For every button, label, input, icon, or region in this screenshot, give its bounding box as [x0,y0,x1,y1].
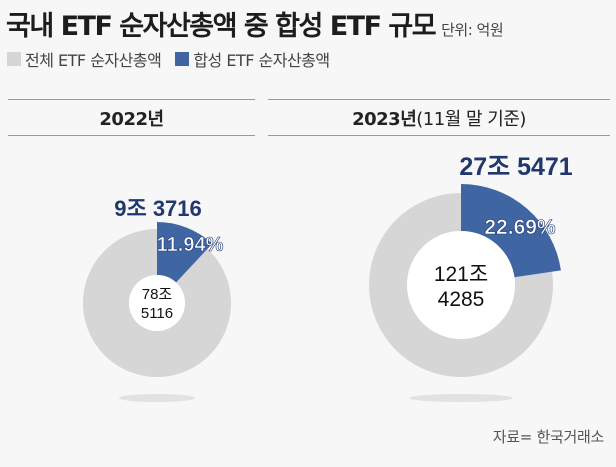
donut-hole [407,231,515,339]
legend-label-synthetic: 합성 ETF 순자산총액 [193,51,330,70]
title-text: 국내 ETF 순자산총액 중 합성 ETF 규모 [6,11,437,42]
total-label-line1: 78조 [142,286,173,303]
slice-total [82,229,231,378]
shadow [119,394,195,402]
legend-swatch-synthetic [175,52,190,66]
donut-hole [129,275,185,331]
slice-synthetic [461,183,561,278]
panel-header-2022: 2022년 [8,99,255,136]
legend-item-synthetic: 합성 ETF 순자산총액 [175,47,330,71]
unit-label: 단위: 억원 [441,21,504,39]
legend-item-total: 전체 ETF 순자산총액 [7,47,162,71]
panel-header-2023: 2023년 (11월 말 기준) [268,99,610,136]
panel-title: 2023년 [352,108,417,130]
total-label-line2: 5116 [141,305,173,322]
synthetic-pct-label: 11.94% [157,234,224,256]
synthetic-value-label: 27조 5471 [459,153,572,181]
source-note: 자료= 한국거래소 [492,428,605,446]
slice-total [369,193,553,377]
synthetic-value-label: 9조 3716 [114,196,202,221]
panel-subtitle: (11월 말 기준) [416,108,526,130]
legend: 전체 ETF 순자산총액 합성 ETF 순자산총액 [7,47,344,71]
legend-label-total: 전체 ETF 순자산총액 [25,51,162,70]
panel-title: 2022년 [99,108,164,130]
total-label-line1: 121조 [434,263,488,286]
synthetic-pct-label: 22.69% [484,216,556,239]
chart-title: 국내 ETF 순자산총액 중 합성 ETF 규모 단위: 억원 [6,4,504,43]
slice-synthetic [157,222,213,283]
total-label-line2: 4285 [438,288,485,311]
legend-swatch-total [7,52,21,66]
shadow [409,394,513,402]
